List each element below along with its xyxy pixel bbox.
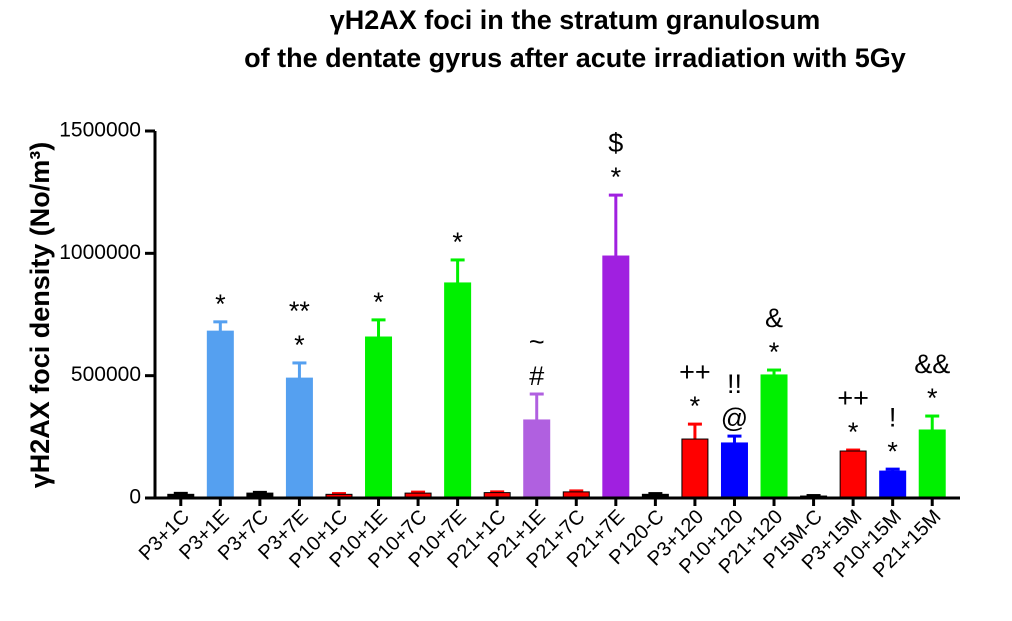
annotation: * [373,287,384,317]
chart-title: of the dentate gyrus after acute irradia… [244,43,906,73]
annotation: * [690,391,701,421]
annotation: $ [608,128,623,158]
annotation: && [914,349,950,379]
bar [839,450,867,499]
chart-title: γH2AX foci in the stratum granulosum [330,5,821,35]
annotation: * [215,289,226,319]
bar [720,442,748,499]
annotation: * [769,337,780,367]
y-tick-label: 1000000 [59,241,141,264]
annotation: ++ [837,383,869,413]
annotation: * [887,436,898,466]
bar [523,419,551,499]
annotation: ~ [529,327,545,357]
bar [681,438,709,499]
annotation: & [765,303,783,333]
bar [365,336,393,499]
annotation: * [927,383,938,413]
y-tick-label: 0 [129,486,141,509]
annotation: * [611,162,622,192]
annotation: * [848,417,859,447]
bar [760,374,788,499]
y-tick-label: 1500000 [59,119,141,142]
annotation: ! [889,402,897,432]
annotation: @ [721,403,748,433]
bar [206,330,234,499]
annotation: # [529,361,544,391]
annotation: ** [289,296,311,326]
bar [879,470,907,499]
bar [602,255,630,499]
y-tick-label: 500000 [71,363,141,386]
y-axis-label: γH2AX foci density (No/m³) [25,142,55,489]
annotation: * [452,227,463,257]
bar [285,377,313,499]
bar [444,282,472,499]
annotation: !! [727,369,742,399]
bar [918,429,946,499]
annotation: * [294,330,305,360]
annotation: ++ [679,357,711,387]
